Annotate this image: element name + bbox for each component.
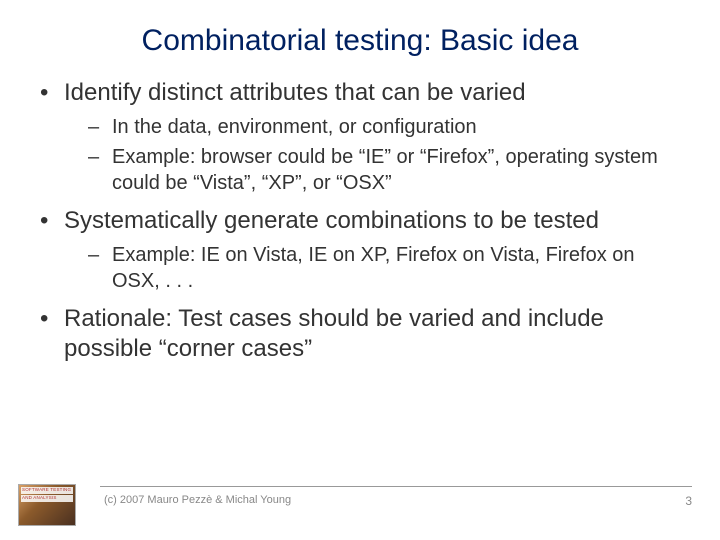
- sub-bullet-list: In the data, environment, or configurati…: [64, 114, 684, 196]
- bullet-text: Rationale: Test cases should be varied a…: [64, 305, 604, 362]
- slide: Combinatorial testing: Basic idea Identi…: [0, 0, 720, 540]
- page-number: 3: [685, 494, 692, 508]
- sub-bullet-item: Example: IE on Vista, IE on XP, Firefox …: [64, 242, 684, 294]
- bullet-item: Identify distinct attributes that can be…: [36, 78, 684, 196]
- slide-footer: (c) 2007 Mauro Pezzè & Michal Young 3: [0, 486, 720, 526]
- sub-bullet-item: Example: browser could be “IE” or “Firef…: [64, 144, 684, 196]
- copyright-text: (c) 2007 Mauro Pezzè & Michal Young: [104, 494, 291, 506]
- sub-bullet-list: Example: IE on Vista, IE on XP, Firefox …: [64, 242, 684, 294]
- bullet-text: Identify distinct attributes that can be…: [64, 79, 526, 106]
- bullet-list: Identify distinct attributes that can be…: [36, 78, 684, 364]
- bullet-item: Rationale: Test cases should be varied a…: [36, 304, 684, 364]
- slide-body: Identify distinct attributes that can be…: [0, 70, 720, 364]
- footer-divider: [100, 486, 692, 487]
- bullet-text: Systematically generate combinations to …: [64, 207, 599, 234]
- bullet-item: Systematically generate combinations to …: [36, 206, 684, 294]
- sub-bullet-item: In the data, environment, or configurati…: [64, 114, 684, 140]
- slide-title: Combinatorial testing: Basic idea: [0, 0, 720, 70]
